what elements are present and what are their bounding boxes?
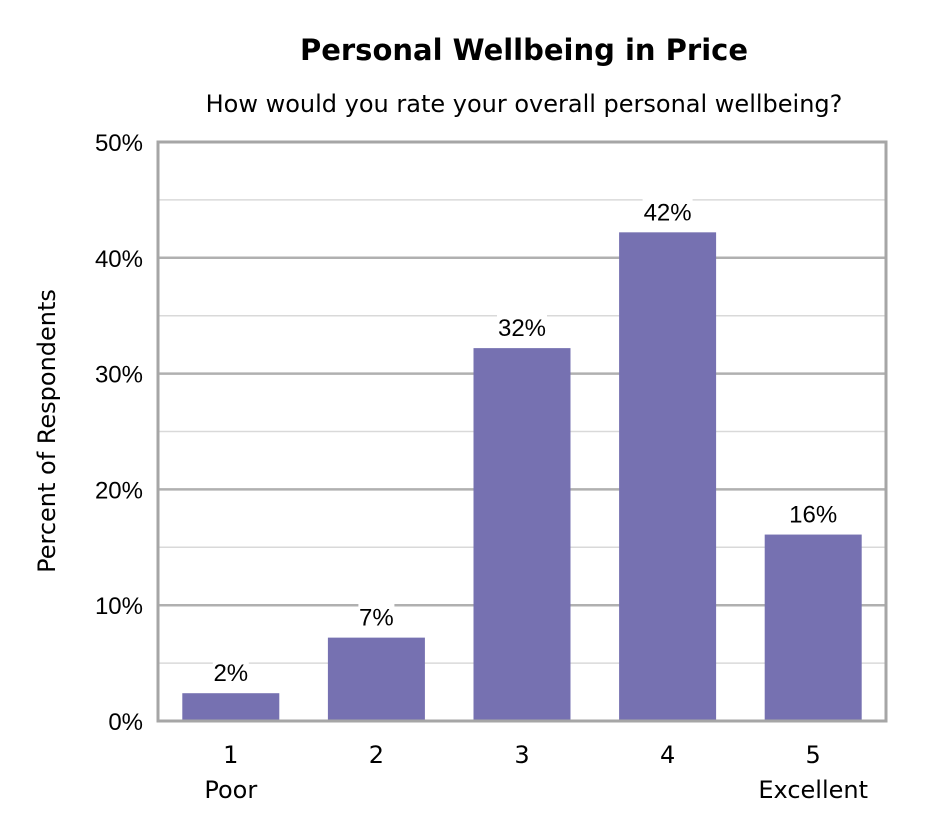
bar: [619, 232, 717, 721]
bar: [473, 348, 571, 721]
x-tick-sublabel: Excellent: [758, 776, 868, 804]
plot-frame: [156, 140, 888, 723]
data-label: 32%: [498, 315, 546, 342]
bar: [182, 693, 280, 721]
chart-title: Personal Wellbeing in Price: [300, 33, 748, 67]
x-tick-label: 5: [806, 741, 821, 769]
data-label-background: [788, 498, 839, 527]
data-label-background: [358, 601, 395, 630]
y-tick-label: 40%: [95, 246, 143, 273]
y-axis-label: Percent of Respondents: [33, 289, 61, 573]
bar: [764, 534, 862, 721]
y-tick-label: 50%: [95, 130, 143, 157]
y-tick-label: 10%: [95, 593, 143, 620]
y-tick-label: 0%: [108, 709, 143, 736]
x-tick-label: 3: [514, 741, 529, 769]
data-label-background: [642, 196, 693, 225]
bar: [327, 637, 425, 721]
x-tick-label: 4: [660, 741, 675, 769]
chart-subtitle: How would you rate your overall personal…: [206, 90, 843, 118]
data-label: 2%: [213, 660, 248, 687]
x-tick-sublabel: Poor: [204, 776, 257, 804]
data-label: 42%: [644, 199, 692, 226]
data-label: 7%: [359, 605, 394, 632]
data-label-background: [497, 312, 547, 341]
data-label: 16%: [789, 502, 837, 529]
data-label-background: [212, 657, 249, 686]
y-tick-label: 20%: [95, 477, 143, 504]
x-tick-label: 1: [223, 741, 238, 769]
y-tick-label: 30%: [95, 362, 143, 389]
x-tick-label: 2: [369, 741, 384, 769]
